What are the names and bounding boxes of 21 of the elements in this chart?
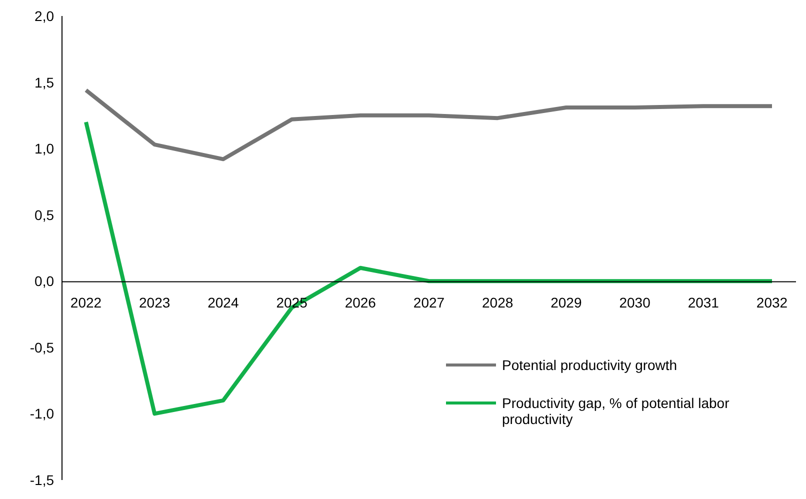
x-tick-label: 2024: [208, 294, 239, 311]
y-tick-label: -1,5: [30, 472, 54, 488]
x-tick-label: 2031: [688, 294, 720, 311]
y-tick-label: 1,5: [34, 74, 54, 90]
legend-label: Potential productivity growth: [502, 357, 678, 373]
y-tick-label: 0,0: [34, 273, 54, 290]
legend-label: Productivity gap, % of potential labor productivity: [502, 395, 730, 427]
y-tick-label: -0,5: [30, 339, 54, 356]
y-tick-label: 2,0: [34, 8, 54, 24]
x-tick-label: 2022: [70, 294, 102, 311]
x-tick-label: 2029: [550, 294, 582, 311]
x-tick-label: 2027: [413, 294, 445, 311]
x-tick-label: 2032: [756, 294, 788, 311]
y-tick-label: -1,0: [30, 406, 54, 422]
y-tick-label: 1,0: [34, 140, 54, 157]
line-series: [84, 88, 774, 162]
y-tick-label: 0,5: [34, 206, 54, 223]
x-tick-label: 2030: [619, 294, 651, 311]
x-tick-label: 2026: [344, 294, 376, 311]
x-tick-label: 2028: [482, 294, 514, 311]
x-tick-label: 2023: [139, 294, 170, 311]
